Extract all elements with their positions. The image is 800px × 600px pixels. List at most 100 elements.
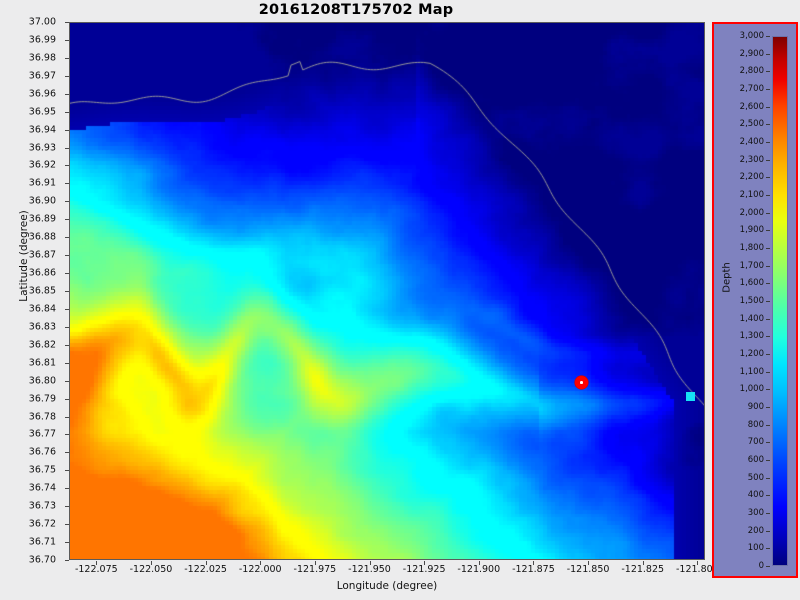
colorbar-tick-mark bbox=[766, 389, 770, 391]
colorbar-tick-mark bbox=[766, 142, 770, 143]
y-tick-mark bbox=[65, 434, 69, 436]
colorbar-tick-mark bbox=[766, 177, 770, 179]
page-title: 20161208T175702 Map bbox=[258, 2, 454, 18]
y-tick-mark bbox=[65, 129, 69, 131]
y-tick-label: 36.94 bbox=[28, 124, 56, 136]
colorbar-tick-mark bbox=[766, 301, 770, 302]
epicenter-marker[interactable] bbox=[574, 376, 588, 390]
colorbar-tick-mark bbox=[766, 371, 770, 373]
y-tick-label: 36.75 bbox=[28, 464, 56, 476]
y-tick-label: 36.86 bbox=[28, 267, 56, 279]
y-tick-label: 36.95 bbox=[28, 106, 56, 118]
colorbar-tick-label: 700 bbox=[747, 437, 764, 448]
colorbar-tick-label: 400 bbox=[747, 490, 764, 501]
colorbar-tick-mark bbox=[766, 53, 770, 55]
y-axis-title: Latitude (degree) bbox=[18, 210, 30, 302]
y-tick-label: 36.81 bbox=[28, 357, 56, 369]
x-tick-label: -122.000 bbox=[238, 564, 282, 575]
colorbar-tick-mark bbox=[766, 71, 770, 73]
colorbar-tick-mark bbox=[766, 460, 770, 461]
colorbar-tick-mark bbox=[766, 195, 770, 196]
colorbar-tick-mark bbox=[766, 513, 770, 514]
colorbar-tick-label: 2,100 bbox=[739, 190, 764, 200]
colorbar-tick-mark bbox=[766, 442, 770, 444]
colorbar-tick-label: 1,200 bbox=[739, 349, 764, 359]
y-tick-mark bbox=[65, 524, 69, 526]
colorbar-tick-label: 900 bbox=[747, 402, 764, 412]
colorbar-tick-label: 500 bbox=[747, 472, 764, 483]
y-tick-mark bbox=[65, 111, 69, 113]
colorbar-tick-labels: 0 100 200 300 400 500 600 700 800 900 1,000 1,100 1,… bbox=[714, 24, 796, 576]
colorbar-tick-mark bbox=[766, 159, 770, 161]
colorbar-tick-label: 0 bbox=[758, 561, 764, 571]
colorbar-gradient bbox=[772, 36, 788, 566]
y-tick-mark bbox=[65, 75, 69, 77]
x-tick-mark bbox=[642, 561, 644, 565]
x-tick-mark bbox=[150, 561, 152, 565]
colorbar-tick-mark bbox=[766, 530, 770, 532]
y-tick-mark bbox=[65, 416, 69, 418]
colorbar-tick-label: 1,700 bbox=[739, 260, 764, 271]
colorbar-tick-label: 1,000 bbox=[739, 384, 764, 395]
y-tick-mark bbox=[65, 219, 69, 221]
y-tick-mark bbox=[65, 255, 69, 257]
y-tick-mark bbox=[65, 560, 69, 561]
y-tick-mark bbox=[65, 93, 69, 95]
colorbar-tick-mark bbox=[766, 548, 770, 550]
colorbar-tick-label: 1,300 bbox=[739, 331, 764, 342]
colorbar-tick-mark bbox=[766, 407, 770, 408]
y-tick-label: 36.85 bbox=[28, 285, 56, 297]
colorbar-tick-mark bbox=[766, 212, 770, 214]
y-tick-mark bbox=[65, 183, 69, 185]
y-tick-label: 36.82 bbox=[28, 339, 56, 351]
colorbar-tick-label: 2,700 bbox=[739, 84, 764, 94]
colorbar-tick-label: 600 bbox=[747, 455, 764, 465]
colorbar-tick-label: 800 bbox=[747, 419, 764, 430]
y-tick-label: 36.93 bbox=[28, 142, 56, 154]
colorbar-tick-label: 2,800 bbox=[739, 66, 764, 77]
colorbar-tick-label: 1,500 bbox=[739, 296, 764, 306]
colorbar-tick-mark bbox=[766, 283, 770, 285]
x-tick-label: -122.075 bbox=[74, 564, 118, 575]
colorbar-tick-mark bbox=[766, 36, 770, 37]
colorbar-tick-label: 2,500 bbox=[739, 119, 764, 130]
x-tick-mark bbox=[369, 561, 371, 565]
colorbar-tick-mark bbox=[766, 248, 770, 249]
y-tick-label: 36.72 bbox=[28, 518, 56, 530]
colorbar-tick-label: 1,800 bbox=[739, 243, 764, 253]
y-tick-label: 36.83 bbox=[28, 321, 56, 333]
y-tick-mark bbox=[65, 237, 69, 239]
bathymetry-heatmap bbox=[70, 23, 704, 559]
y-tick-label: 36.78 bbox=[28, 411, 56, 423]
y-tick-label: 36.90 bbox=[28, 195, 56, 207]
colorbar-tick-label: 2,200 bbox=[739, 172, 764, 183]
map-plot-area[interactable] bbox=[69, 22, 705, 560]
y-tick-mark bbox=[65, 542, 69, 544]
colorbar-tick-mark bbox=[766, 354, 770, 355]
y-tick-label: 36.88 bbox=[28, 231, 56, 243]
colorbar-tick-mark bbox=[766, 495, 770, 497]
x-axis-title: Longitude (degree) bbox=[336, 580, 438, 592]
y-tick-mark bbox=[65, 398, 69, 400]
y-tick-label: 36.96 bbox=[28, 88, 56, 100]
y-tick-mark bbox=[65, 470, 69, 472]
colorbar-tick-label: 2,400 bbox=[739, 137, 764, 147]
x-tick-mark bbox=[205, 561, 207, 565]
y-tick-label: 36.92 bbox=[28, 159, 56, 171]
x-tick-label: -121.825 bbox=[621, 564, 665, 575]
x-tick-mark bbox=[260, 561, 262, 565]
colorbar-panel: Depth 0 100 200 300 400 500 600 700 800 900 1,000 1… bbox=[712, 22, 798, 578]
y-tick-mark bbox=[65, 57, 69, 59]
colorbar-tick-mark bbox=[766, 424, 770, 426]
colorbar-tick-label: 2,300 bbox=[739, 154, 764, 165]
colorbar-tick-label: 1,900 bbox=[739, 225, 764, 236]
y-tick-mark bbox=[65, 201, 69, 203]
colorbar-tick-mark bbox=[766, 230, 770, 232]
y-tick-label: 36.74 bbox=[28, 482, 56, 494]
y-tick-label: 37.00 bbox=[28, 16, 56, 28]
colorbar-tick-label: 2,600 bbox=[739, 101, 764, 112]
station-marker[interactable] bbox=[686, 392, 696, 402]
colorbar-tick-label: 100 bbox=[747, 543, 764, 554]
x-tick-label: -121.850 bbox=[566, 564, 610, 575]
